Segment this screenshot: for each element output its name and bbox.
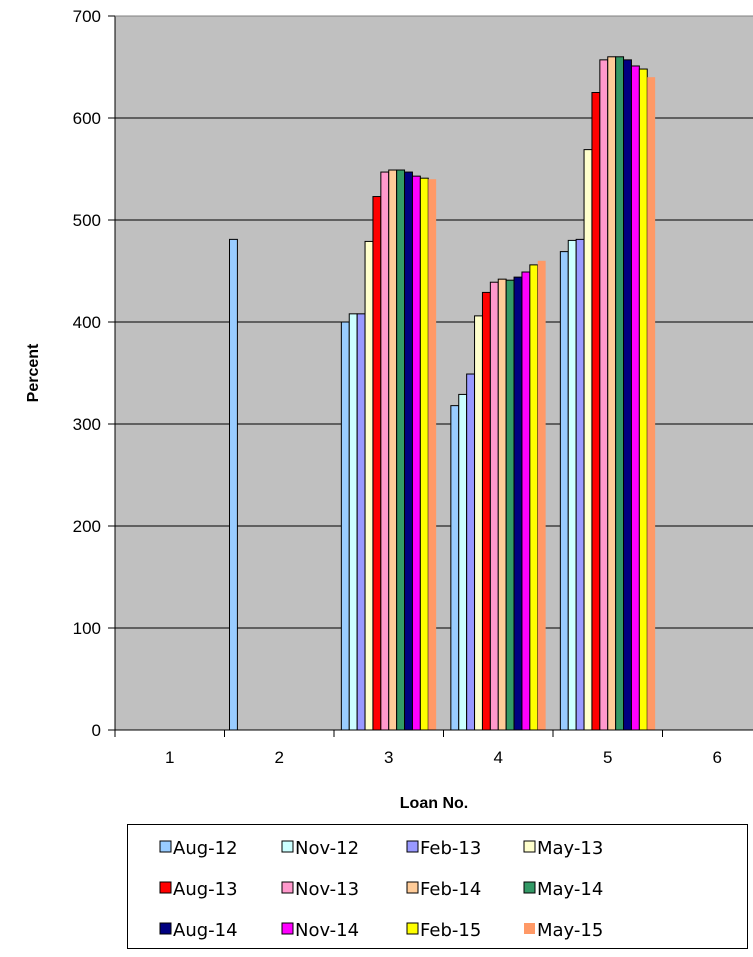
y-tick-label: 600 (73, 109, 101, 128)
legend-swatch (523, 840, 536, 853)
bar (583, 149, 593, 731)
y-axis-title: Percent (25, 343, 42, 402)
y-tick-label: 500 (73, 211, 101, 230)
bar (356, 313, 366, 731)
bar (489, 281, 499, 731)
bar (529, 264, 539, 731)
legend-label: Feb-14 (420, 879, 481, 900)
y-tick-label: 0 (92, 721, 101, 740)
x-tick-labels: 1 2 3 4 5 6 (165, 748, 722, 767)
bar (396, 169, 406, 731)
legend-label: Feb-15 (420, 920, 481, 941)
legend-swatch (524, 923, 535, 934)
bar (497, 278, 507, 731)
legend-swatch (523, 881, 536, 894)
legend-swatch (406, 881, 419, 894)
bars (229, 56, 656, 731)
y-tick-label: 400 (73, 313, 101, 332)
bar (615, 56, 625, 731)
bar (419, 177, 429, 731)
bar (630, 65, 640, 731)
bar (404, 171, 413, 731)
bar (450, 405, 460, 731)
bar (623, 59, 632, 731)
legend-swatch (281, 922, 294, 935)
x-tick-label: 4 (494, 748, 503, 767)
bar (638, 68, 648, 731)
legend-swatch (406, 922, 419, 935)
bar (340, 321, 350, 731)
legend-swatch (159, 840, 172, 853)
bar (505, 279, 515, 731)
x-tick-label: 2 (275, 748, 284, 767)
bar (474, 315, 483, 731)
legend-label: May-14 (537, 879, 603, 900)
bar (591, 92, 601, 731)
bar (481, 291, 491, 731)
bar (348, 313, 358, 731)
x-tick-label: 6 (713, 748, 722, 767)
axes (108, 15, 753, 737)
bar (513, 276, 523, 731)
legend-label: Nov-13 (295, 879, 359, 900)
legend-swatch (281, 840, 294, 853)
legend-label: Nov-12 (295, 838, 359, 859)
legend-label: Feb-13 (420, 838, 481, 859)
bar (607, 56, 617, 731)
bar (364, 240, 374, 731)
bar (458, 393, 468, 731)
y-tick-label: 200 (73, 517, 101, 536)
y-tick-labels: 0 100 200 300 400 500 600 700 (73, 7, 101, 740)
bar (411, 175, 421, 731)
bar (380, 171, 390, 731)
legend-label: May-13 (537, 838, 603, 859)
legend-label: Aug-13 (173, 879, 238, 900)
legend-swatch (159, 881, 172, 894)
bar (599, 59, 609, 731)
bar (466, 373, 476, 731)
legend-label: Nov-14 (295, 920, 359, 941)
bar (559, 251, 569, 731)
bar (647, 77, 656, 730)
x-axis-title: Loan No. (400, 795, 468, 812)
legend-label: Aug-12 (173, 838, 238, 859)
legend-swatch (406, 840, 419, 853)
bar (428, 179, 437, 730)
x-tick-label: 5 (603, 748, 612, 767)
legend-label: May-15 (537, 920, 603, 941)
y-tick-label: 700 (73, 7, 101, 26)
bar (521, 271, 531, 731)
bar (537, 260, 546, 730)
legend: Aug-12 Nov-12 Feb-13 May-13 Aug-13 Nov-13 Feb-… (127, 824, 748, 949)
bar (372, 196, 382, 731)
legend-swatch (281, 881, 294, 894)
bar (388, 169, 398, 731)
y-tick-label: 100 (73, 619, 101, 638)
bar (567, 239, 577, 731)
bar (229, 238, 238, 731)
bar (575, 238, 585, 731)
legend-swatch (159, 922, 172, 935)
y-tick-label: 300 (73, 415, 101, 434)
legend-label: Aug-14 (173, 920, 238, 941)
x-tick-label: 3 (384, 748, 393, 767)
legend-box (127, 824, 748, 949)
x-tick-label: 1 (165, 748, 174, 767)
